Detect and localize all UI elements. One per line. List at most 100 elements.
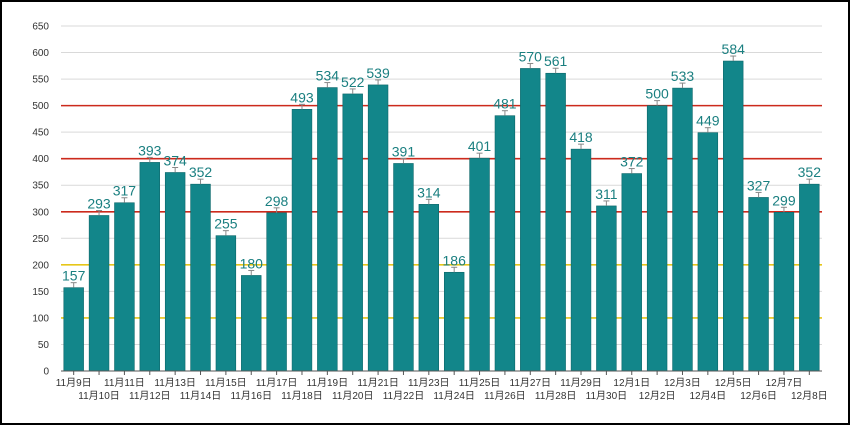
x-tick-label-9: 11月18日 <box>281 390 323 402</box>
y-tick-label-50: 50 <box>38 340 50 351</box>
bar-29 <box>799 183 820 372</box>
x-tick-label-7: 11月16日 <box>230 390 272 402</box>
x-tick-label-19: 11月28日 <box>535 390 577 402</box>
x-tick-label-8: 11月17日 <box>256 377 298 389</box>
x-tick-label-13: 11月22日 <box>383 390 425 402</box>
bar-2 <box>114 202 135 372</box>
y-tick-label-550: 550 <box>32 75 49 86</box>
data-label-27: 327 <box>747 177 771 193</box>
bar-13 <box>393 163 414 372</box>
bar-16 <box>469 157 490 372</box>
y-tick-label-500: 500 <box>32 101 49 112</box>
x-tick-label-6: 11月15日 <box>205 377 247 389</box>
x-tick-label-17: 11月26日 <box>484 390 526 402</box>
bar-17 <box>494 115 516 372</box>
x-tick-label-21: 11月30日 <box>586 390 628 402</box>
y-tick-label-200: 200 <box>32 260 49 271</box>
x-tick-label-3: 11月12日 <box>129 390 171 402</box>
bar-23 <box>646 105 668 372</box>
x-tick-label-10: 11月19日 <box>307 377 349 389</box>
bar-20 <box>570 148 592 372</box>
y-tick-label-400: 400 <box>32 154 49 165</box>
data-label-14: 314 <box>417 184 441 200</box>
bar-6 <box>215 235 237 372</box>
x-tick-label-26: 12月5日 <box>715 377 752 389</box>
data-label-21: 311 <box>595 186 618 202</box>
x-tick-label-18: 11月27日 <box>510 377 552 389</box>
y-tick-label-0: 0 <box>43 367 49 378</box>
data-label-1: 293 <box>87 195 111 211</box>
data-label-20: 418 <box>569 129 593 145</box>
bar-12 <box>367 84 389 372</box>
x-tick-label-20: 11月29日 <box>560 377 602 389</box>
x-tick-label-28: 12月7日 <box>766 377 803 389</box>
bar-1 <box>88 215 110 372</box>
bar-0 <box>63 287 84 372</box>
x-tick-label-15: 11月24日 <box>433 390 475 402</box>
bar-8 <box>266 212 287 372</box>
bar-9 <box>291 109 313 372</box>
bar-28 <box>773 212 795 372</box>
data-label-28: 299 <box>772 192 796 208</box>
bar-27 <box>748 197 769 372</box>
bar-4 <box>164 172 186 372</box>
data-label-22: 372 <box>620 154 644 170</box>
bar-22 <box>621 173 642 372</box>
data-label-19: 561 <box>544 53 568 69</box>
bar-5 <box>190 183 211 372</box>
y-tick-label-600: 600 <box>32 48 49 59</box>
y-tick-label-650: 650 <box>32 22 49 33</box>
x-tick-label-24: 12月3日 <box>664 377 701 389</box>
x-tick-label-4: 11月13日 <box>154 377 196 389</box>
data-label-12: 539 <box>366 65 390 81</box>
data-label-11: 522 <box>341 74 365 90</box>
data-label-18: 570 <box>519 48 543 64</box>
x-tick-label-27: 12月6日 <box>740 390 777 402</box>
x-tick-label-16: 11月25日 <box>459 377 501 389</box>
data-label-25: 449 <box>696 113 720 129</box>
x-tick-label-0: 11月9日 <box>56 377 92 389</box>
data-label-24: 533 <box>671 68 695 84</box>
x-tick-label-23: 12月2日 <box>639 390 676 402</box>
data-label-4: 374 <box>163 152 187 168</box>
bar-7 <box>241 275 262 372</box>
data-label-9: 493 <box>290 89 314 105</box>
bar-24 <box>672 87 693 372</box>
y-tick-label-100: 100 <box>32 313 49 324</box>
y-tick-label-300: 300 <box>32 207 49 218</box>
bar-25 <box>697 132 719 372</box>
y-tick-label-350: 350 <box>32 181 49 192</box>
y-tick-label-150: 150 <box>32 287 49 298</box>
data-label-13: 391 <box>392 143 416 159</box>
bar-19 <box>545 72 566 372</box>
bar-18 <box>520 68 541 372</box>
y-tick-label-450: 450 <box>32 128 49 139</box>
y-tick-label-250: 250 <box>32 234 49 245</box>
x-tick-label-11: 11月20日 <box>332 390 374 402</box>
data-label-16: 401 <box>468 138 492 154</box>
data-label-2: 317 <box>113 183 137 199</box>
data-label-23: 500 <box>645 86 669 102</box>
x-tick-label-2: 11月11日 <box>104 377 145 389</box>
data-label-29: 352 <box>798 164 822 180</box>
data-label-17: 481 <box>493 96 517 112</box>
bar-11 <box>342 93 363 372</box>
bar-10 <box>317 87 338 372</box>
x-tick-label-12: 11月21日 <box>357 377 399 389</box>
bar-15 <box>443 271 465 372</box>
bar-21 <box>596 205 617 372</box>
x-tick-label-1: 11月10日 <box>78 390 120 402</box>
data-label-7: 180 <box>240 255 264 271</box>
bar-3 <box>139 162 160 372</box>
x-tick-label-14: 11月23日 <box>408 377 450 389</box>
data-label-26: 584 <box>722 41 746 57</box>
data-label-0: 157 <box>62 268 86 284</box>
bar-14 <box>418 204 440 372</box>
data-label-3: 393 <box>138 142 162 158</box>
x-tick-label-29: 12月8日 <box>791 390 828 402</box>
data-label-6: 255 <box>214 216 238 232</box>
bar-26 <box>723 60 744 372</box>
data-label-15: 186 <box>443 252 467 268</box>
